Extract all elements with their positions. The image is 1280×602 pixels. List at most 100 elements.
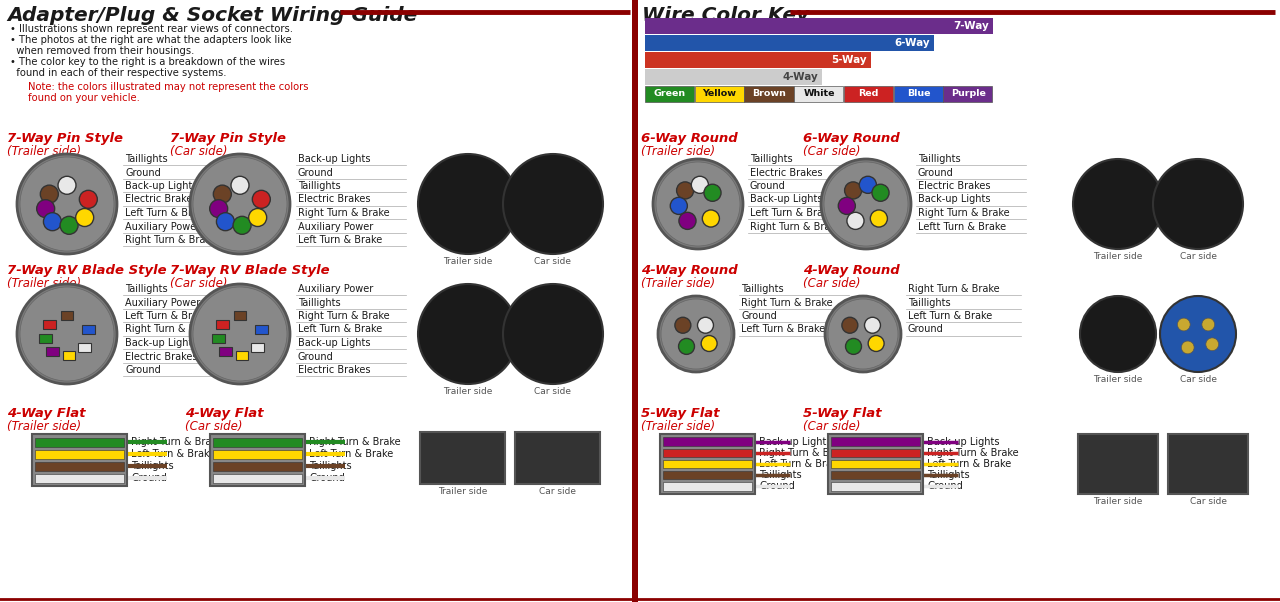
- Bar: [831, 482, 920, 491]
- Text: Right Turn & Brake: Right Turn & Brake: [759, 448, 851, 458]
- Circle shape: [17, 284, 116, 384]
- Text: (Trailer side): (Trailer side): [6, 145, 81, 158]
- Text: (Trailer side): (Trailer side): [641, 277, 716, 290]
- Text: Electric Brakes: Electric Brakes: [125, 194, 197, 205]
- Text: Car side: Car side: [535, 257, 571, 266]
- Circle shape: [214, 185, 232, 203]
- Bar: [32, 434, 127, 486]
- Text: Left Turn & Brake: Left Turn & Brake: [308, 449, 393, 459]
- Text: Taillights: Taillights: [750, 154, 792, 164]
- Bar: [645, 18, 993, 34]
- Text: Left Turn & Brake: Left Turn & Brake: [908, 311, 992, 321]
- Text: (Trailer side): (Trailer side): [6, 277, 81, 290]
- Text: Auxiliary Power: Auxiliary Power: [125, 297, 200, 308]
- Text: Back-up Lights: Back-up Lights: [927, 436, 1000, 447]
- Text: Electric Brakes: Electric Brakes: [298, 365, 370, 375]
- Circle shape: [17, 154, 116, 254]
- Text: Ground: Ground: [908, 324, 943, 335]
- Circle shape: [60, 216, 78, 234]
- Bar: [255, 325, 268, 334]
- Text: Taillights: Taillights: [131, 461, 174, 471]
- Text: Auxiliary Power: Auxiliary Power: [298, 222, 374, 232]
- Text: Back-up Lights: Back-up Lights: [918, 194, 991, 205]
- Bar: [695, 86, 744, 102]
- Text: Taillights: Taillights: [125, 284, 168, 294]
- Circle shape: [846, 338, 861, 355]
- Text: Left Turn & Brake: Left Turn & Brake: [927, 459, 1011, 469]
- Circle shape: [230, 176, 250, 194]
- Text: Ground: Ground: [125, 167, 161, 178]
- Text: Trailer side: Trailer side: [443, 257, 493, 266]
- Bar: [212, 334, 225, 343]
- Circle shape: [41, 185, 59, 203]
- Text: 5-Way Flat: 5-Way Flat: [803, 407, 882, 420]
- Text: (Car side): (Car side): [803, 145, 860, 158]
- Text: • Illustrations shown represent rear views of connectors.: • Illustrations shown represent rear vie…: [10, 24, 293, 34]
- Text: Taillights: Taillights: [927, 470, 970, 480]
- Circle shape: [58, 176, 76, 194]
- Circle shape: [20, 157, 114, 251]
- Bar: [663, 460, 753, 468]
- Circle shape: [216, 213, 234, 231]
- Text: when removed from their housings.: when removed from their housings.: [10, 46, 195, 56]
- Circle shape: [210, 200, 228, 218]
- Circle shape: [703, 210, 719, 227]
- Circle shape: [189, 284, 291, 384]
- Circle shape: [859, 176, 877, 193]
- Bar: [234, 311, 246, 320]
- Circle shape: [671, 197, 687, 214]
- Circle shape: [1202, 318, 1215, 331]
- Text: Blue: Blue: [906, 90, 931, 99]
- Text: Right Turn & Brake: Right Turn & Brake: [298, 208, 389, 218]
- Text: 6-Way: 6-Way: [895, 38, 929, 48]
- Bar: [660, 434, 755, 494]
- Text: found in each of their respective systems.: found in each of their respective system…: [10, 68, 227, 78]
- Bar: [63, 351, 76, 360]
- Text: Back-up Lights: Back-up Lights: [125, 338, 197, 348]
- Text: Back-up Lights: Back-up Lights: [125, 181, 197, 191]
- Text: 7-Way RV Blade Style: 7-Way RV Blade Style: [6, 264, 166, 277]
- Text: Taillights: Taillights: [308, 461, 352, 471]
- Text: Purple: Purple: [951, 90, 986, 99]
- Text: Auxiliary Power: Auxiliary Power: [298, 284, 374, 294]
- Bar: [82, 325, 95, 334]
- Bar: [210, 434, 305, 486]
- Bar: [828, 434, 923, 494]
- Text: Left Turn & Brake: Left Turn & Brake: [741, 324, 826, 335]
- Text: Yellow: Yellow: [703, 90, 736, 99]
- Circle shape: [658, 296, 733, 372]
- Text: Ground: Ground: [308, 473, 344, 483]
- Bar: [40, 334, 52, 343]
- Text: • The photos at the right are what the adapters look like: • The photos at the right are what the a…: [10, 35, 292, 45]
- Text: Right Turn & Brake: Right Turn & Brake: [741, 297, 832, 308]
- Circle shape: [20, 287, 114, 381]
- Text: (Trailer side): (Trailer side): [6, 420, 81, 433]
- Text: Taillights: Taillights: [298, 181, 340, 191]
- Text: 7-Way Pin Style: 7-Way Pin Style: [6, 132, 123, 145]
- Text: Left Turn & Brake: Left Turn & Brake: [750, 208, 835, 218]
- Text: Car side: Car side: [535, 387, 571, 396]
- Circle shape: [1206, 338, 1219, 350]
- Text: Left Turn & Brake: Left Turn & Brake: [125, 311, 209, 321]
- Circle shape: [79, 190, 97, 208]
- Circle shape: [698, 317, 713, 334]
- Bar: [645, 86, 694, 102]
- Text: Ground: Ground: [125, 365, 161, 375]
- Text: Left Turn & Brake: Left Turn & Brake: [298, 235, 383, 245]
- Bar: [251, 343, 264, 352]
- Bar: [35, 450, 124, 459]
- Circle shape: [44, 213, 61, 231]
- Bar: [35, 438, 124, 447]
- Text: 6-Way Round: 6-Way Round: [641, 132, 737, 145]
- Bar: [645, 35, 934, 51]
- Text: Note: the colors illustrated may not represent the colors: Note: the colors illustrated may not rep…: [28, 82, 308, 92]
- Circle shape: [37, 200, 55, 218]
- Text: Trailer side: Trailer side: [1093, 375, 1143, 384]
- Bar: [44, 320, 55, 329]
- Circle shape: [701, 335, 717, 352]
- Circle shape: [503, 284, 603, 384]
- Text: Taillights: Taillights: [125, 154, 168, 164]
- Text: Electric Brakes: Electric Brakes: [125, 352, 197, 361]
- Text: Car side: Car side: [1189, 497, 1226, 506]
- Bar: [745, 86, 794, 102]
